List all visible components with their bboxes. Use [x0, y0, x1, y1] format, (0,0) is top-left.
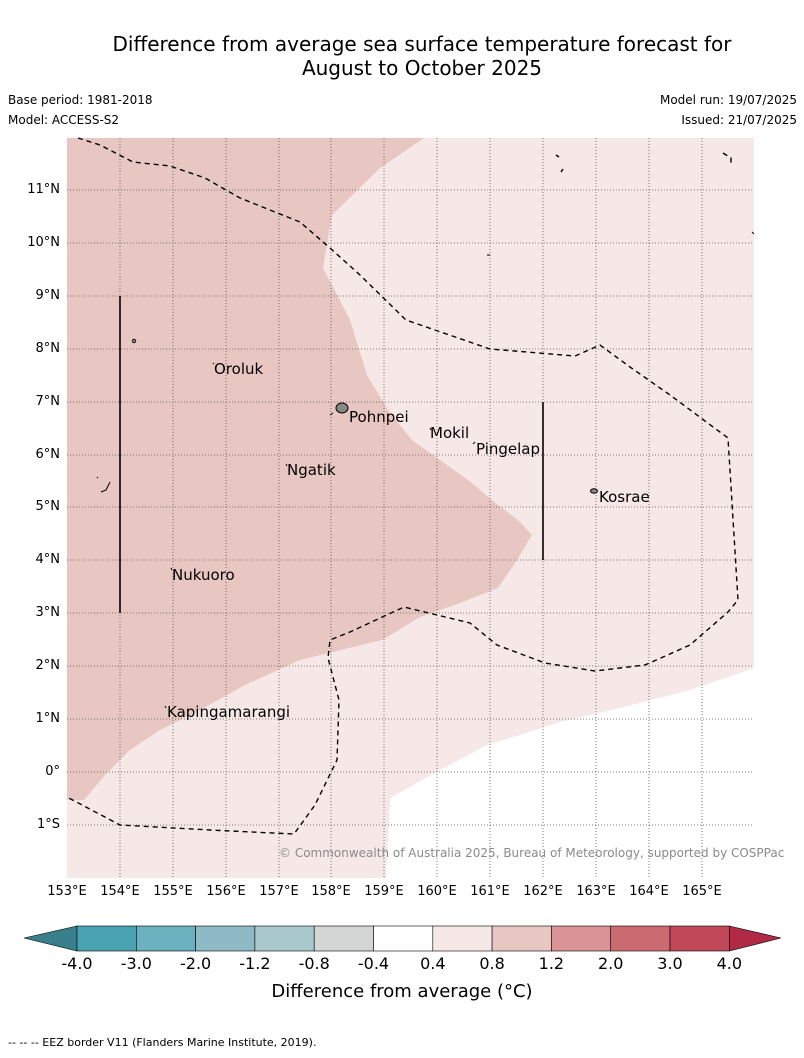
kosrae-island [590, 488, 598, 494]
place-label-kosrae: Kosrae [599, 488, 650, 506]
anomaly-region-neutral [386, 668, 754, 878]
model-run: Model run: 19/07/2025 [659, 93, 797, 107]
eez-legend-note: -- -- -- EEZ border V11 (Flanders Marine… [8, 1036, 317, 1049]
lat-label: 1°S [36, 817, 60, 832]
lat-label: 0° [45, 764, 60, 779]
lon-label: 160°E [417, 884, 457, 899]
colorbar-tick: -1.2 [239, 954, 271, 973]
lat-label: 8°N [35, 341, 61, 356]
lon-label: 157°E [259, 884, 299, 899]
colorbar-tick: -4.0 [61, 954, 93, 973]
title-line2: August to October 2025 [301, 56, 543, 80]
colorbar-tick: 0.8 [479, 954, 505, 973]
lon-label: 153°E [47, 884, 87, 899]
lon-label: 155°E [153, 884, 193, 899]
colorbar-tick: 4.0 [716, 954, 743, 973]
lat-label: 9°N [35, 288, 61, 303]
lon-label: 161°E [470, 884, 510, 899]
map-title: Difference from average sea surface temp… [0, 32, 804, 80]
place-label-kapingamarangi: Kapingamarangi [167, 703, 291, 721]
lon-label: 164°E [629, 884, 669, 899]
place-label-oroluk: Oroluk [214, 360, 264, 378]
colorbar-extend-high [728, 925, 782, 952]
lat-label: 2°N [35, 658, 61, 673]
lon-label: 165°E [682, 884, 722, 899]
lon-label: 159°E [364, 884, 404, 899]
colorbar-tick: 3.0 [657, 954, 683, 973]
small-island [131, 338, 137, 344]
colorbar-tick: 2.0 [597, 954, 624, 973]
lat-label: 1°N [35, 711, 61, 726]
base-period: Base period: 1981-2018 [8, 93, 153, 107]
lat-label: 11°N [27, 182, 60, 197]
copyright-notice: © Commonwealth of Australia 2025, Bureau… [279, 846, 785, 860]
issued-date: Issued: 21/07/2025 [681, 113, 797, 127]
colorbar-tick: 1.2 [538, 954, 565, 973]
place-label-nukuoro: Nukuoro [172, 566, 235, 584]
lat-label: 4°N [35, 552, 61, 567]
lon-label: 156°E [206, 884, 246, 899]
eez-border [66, 137, 739, 835]
lat-label: 5°N [35, 499, 61, 514]
model-name: Model: ACCESS-S2 [8, 113, 120, 127]
atoll-marks [96, 231, 755, 709]
place-label-pingelap: Pingelap [476, 440, 541, 458]
colorbar-tick: -0.4 [357, 954, 390, 973]
lat-label: 10°N [27, 235, 60, 250]
lat-label: 6°N [35, 447, 61, 462]
lon-label: 154°E [100, 884, 140, 899]
lat-label: 7°N [35, 394, 61, 409]
colorbar-extend-low [23, 925, 78, 952]
place-label-ngatik: Ngatik [287, 461, 336, 479]
place-label-pohnpei: Pohnpei [349, 408, 409, 426]
lon-label: 162°E [523, 884, 563, 899]
colorbar [23, 925, 782, 952]
colorbar-tick: -3.0 [120, 954, 152, 973]
anomaly-region-0.8-1.2 [67, 138, 532, 800]
lon-label: 163°E [576, 884, 616, 899]
lon-label: 158°E [311, 884, 351, 899]
title-line1: Difference from average sea surface temp… [112, 32, 732, 56]
place-label-mokil: Mokil [430, 424, 470, 442]
colorbar-label: Difference from average (°C) [271, 981, 533, 1002]
colorbar-tick: -0.8 [298, 954, 330, 973]
pohnpei-island [335, 402, 349, 414]
colorbar-tick: -2.0 [179, 954, 212, 973]
colorbar-tick: 0.4 [420, 954, 446, 973]
lat-label: 3°N [35, 605, 61, 620]
